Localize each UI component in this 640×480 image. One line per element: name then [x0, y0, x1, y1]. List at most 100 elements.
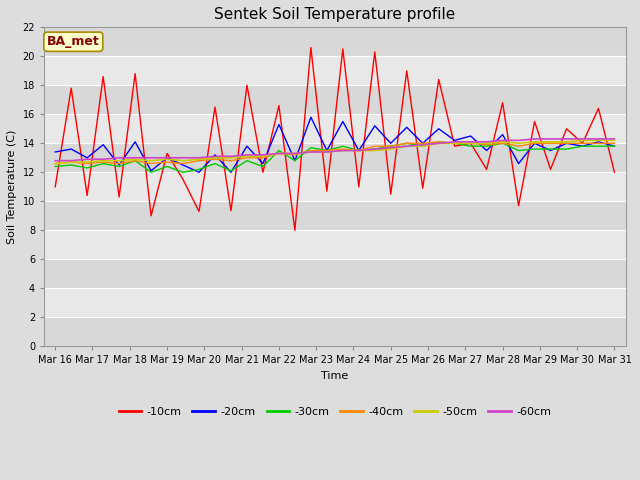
-30cm — [67, 162, 75, 168]
-30cm — [419, 144, 427, 149]
-40cm — [547, 140, 554, 146]
-50cm — [515, 140, 522, 146]
-60cm — [595, 136, 602, 142]
-20cm — [355, 148, 363, 154]
-20cm — [307, 114, 315, 120]
-10cm — [419, 185, 427, 191]
-20cm — [547, 148, 554, 154]
Line: -30cm: -30cm — [55, 142, 614, 172]
-10cm — [483, 167, 490, 172]
-40cm — [563, 140, 570, 146]
-50cm — [51, 161, 59, 167]
-10cm — [371, 49, 379, 55]
-30cm — [227, 168, 235, 174]
-40cm — [195, 158, 203, 164]
-10cm — [275, 103, 283, 108]
-30cm — [211, 161, 219, 167]
-50cm — [147, 158, 155, 164]
-40cm — [499, 140, 506, 146]
-40cm — [531, 140, 538, 146]
-10cm — [531, 119, 538, 124]
-20cm — [611, 144, 618, 149]
-50cm — [419, 144, 427, 149]
-50cm — [403, 144, 411, 149]
-50cm — [563, 139, 570, 144]
-50cm — [195, 156, 203, 162]
-50cm — [339, 148, 347, 154]
-30cm — [355, 148, 363, 154]
Bar — [44, 288, 626, 317]
-40cm — [435, 139, 442, 144]
-60cm — [451, 139, 458, 144]
-20cm — [227, 169, 235, 175]
-40cm — [83, 161, 91, 167]
-60cm — [339, 148, 347, 154]
-60cm — [275, 151, 283, 156]
Bar — [44, 85, 626, 114]
-20cm — [195, 169, 203, 175]
Line: -10cm: -10cm — [55, 48, 614, 230]
-10cm — [147, 213, 155, 219]
-10cm — [259, 169, 267, 175]
-10cm — [307, 45, 315, 50]
-10cm — [611, 169, 618, 175]
-30cm — [291, 158, 299, 164]
-10cm — [355, 184, 363, 190]
-40cm — [595, 140, 602, 146]
-20cm — [67, 146, 75, 152]
-60cm — [387, 145, 395, 151]
-10cm — [499, 100, 506, 106]
-10cm — [435, 77, 442, 83]
-10cm — [131, 71, 139, 76]
-50cm — [387, 146, 395, 152]
-40cm — [451, 140, 458, 146]
-20cm — [563, 140, 570, 146]
-30cm — [435, 139, 442, 144]
-10cm — [227, 208, 235, 214]
-50cm — [211, 155, 219, 161]
-20cm — [403, 124, 411, 130]
-60cm — [147, 155, 155, 161]
-30cm — [115, 164, 123, 169]
-10cm — [387, 191, 395, 197]
-30cm — [451, 140, 458, 146]
-50cm — [499, 139, 506, 144]
-40cm — [51, 161, 59, 167]
-60cm — [531, 136, 538, 142]
-30cm — [339, 144, 347, 149]
-30cm — [195, 167, 203, 172]
-20cm — [275, 121, 283, 127]
-20cm — [179, 162, 187, 168]
-50cm — [611, 137, 618, 143]
-60cm — [419, 142, 427, 148]
-20cm — [499, 132, 506, 137]
-10cm — [403, 68, 411, 73]
-50cm — [275, 151, 283, 156]
-30cm — [83, 165, 91, 171]
-40cm — [179, 161, 187, 167]
-10cm — [291, 228, 299, 233]
Bar — [44, 230, 626, 259]
Bar — [44, 27, 626, 56]
-20cm — [595, 139, 602, 144]
-60cm — [131, 155, 139, 161]
-40cm — [259, 155, 267, 161]
-60cm — [547, 136, 554, 142]
-20cm — [483, 148, 490, 154]
-20cm — [339, 119, 347, 124]
Legend: -10cm, -20cm, -30cm, -40cm, -50cm, -60cm: -10cm, -20cm, -30cm, -40cm, -50cm, -60cm — [114, 403, 556, 422]
Bar — [44, 259, 626, 288]
-60cm — [227, 154, 235, 159]
-50cm — [371, 148, 379, 154]
-40cm — [131, 158, 139, 164]
-60cm — [435, 140, 442, 146]
-20cm — [243, 144, 251, 149]
-30cm — [323, 148, 331, 154]
-50cm — [467, 140, 474, 146]
-30cm — [307, 145, 315, 151]
-30cm — [547, 146, 554, 152]
-10cm — [243, 83, 251, 88]
-60cm — [179, 155, 187, 161]
-20cm — [579, 144, 586, 149]
-30cm — [99, 161, 107, 167]
